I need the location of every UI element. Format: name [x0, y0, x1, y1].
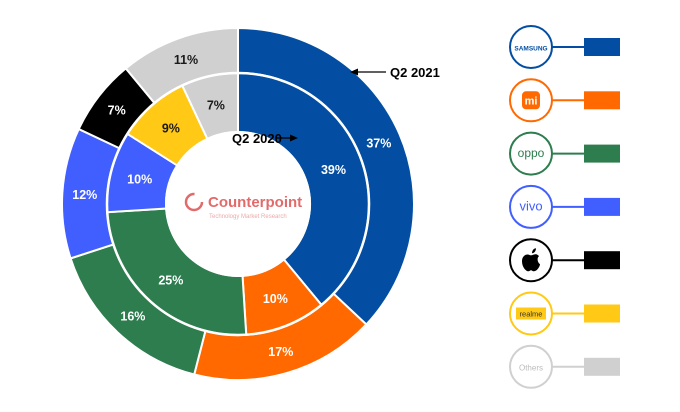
- realme-logo-icon: [516, 307, 546, 320]
- legend-logo-circle: [509, 344, 553, 389]
- outer-ring-q2-2021: [61, 26, 415, 381]
- legend-swatch-apple: [584, 251, 620, 270]
- legend-logo-circle: [509, 184, 553, 229]
- legend-swatch-others: [584, 357, 620, 376]
- callout-arrowhead-q2-2021: [350, 68, 358, 76]
- apple-leaf-icon: [532, 248, 536, 254]
- outer-label-others: 11%: [174, 53, 198, 67]
- inner-label-others: 7%: [207, 98, 225, 112]
- legend-swatch-xiaomi: [584, 91, 620, 110]
- watermark-name: Counterpoint: [208, 194, 302, 211]
- inner-label-oppo: 25%: [158, 274, 183, 288]
- legend-logo-text: realme: [520, 310, 543, 319]
- callout-arrowhead-q2-2020: [290, 134, 298, 142]
- ring-label-q2-2021: Q2 2021: [390, 65, 440, 80]
- outer-label-apple: 7%: [108, 103, 126, 117]
- inner-label-xiaomi: 10%: [263, 292, 288, 306]
- legend-logo-circle: [509, 131, 553, 176]
- ring-callout-q2-2020: Q2 2020: [232, 131, 298, 146]
- outer-label-samsung: 37%: [366, 137, 391, 151]
- xiaomi-logo-icon: [522, 91, 540, 110]
- ring-separator: [105, 71, 371, 337]
- apple-logo-icon: [522, 254, 540, 272]
- legend-swatch-realme: [584, 304, 620, 323]
- legend: SAMSUNG mi oppo vivo realme Others: [509, 25, 620, 389]
- ring-callout-q2-2021: Q2 2021: [350, 65, 440, 80]
- legend-logo-text: Others: [519, 363, 543, 372]
- legend-swatch-oppo: [584, 144, 620, 163]
- legend-swatch-vivo: [584, 197, 620, 216]
- outer-label-vivo: 12%: [72, 188, 97, 202]
- outer-label-xiaomi: 17%: [268, 345, 293, 359]
- watermark-tagline: Technology Market Research: [209, 214, 287, 220]
- ring-separator: [165, 131, 311, 277]
- legend-item-samsung: SAMSUNG: [509, 25, 620, 69]
- legend-item-oppo: oppo: [509, 131, 620, 176]
- slice-labels: 37% 17% 16% 12% 7% 11% 39% 10% 25% 10% 9% 7%: [72, 53, 391, 359]
- counterpoint-watermark: Counterpoint Technology Market Research: [184, 192, 302, 220]
- legend-logo-text: SAMSUNG: [514, 46, 547, 53]
- legend-item-xiaomi: mi: [509, 78, 620, 123]
- legend-item-realme: realme: [509, 291, 620, 336]
- inner-label-realme: 9%: [162, 121, 180, 135]
- legend-item-others: Others: [509, 344, 620, 389]
- ring-label-q2-2020: Q2 2020: [232, 131, 282, 146]
- legend-logo-text: mi: [525, 95, 538, 107]
- inner-label-vivo: 10%: [127, 172, 152, 186]
- legend-item-apple: [509, 238, 620, 283]
- inner-label-samsung: 39%: [321, 163, 346, 177]
- legend-item-vivo: vivo: [509, 184, 620, 229]
- counterpoint-logo-icon: [184, 192, 204, 212]
- legend-logo-text: oppo: [518, 146, 545, 160]
- legend-logo-text: vivo: [519, 198, 542, 213]
- inner-ring-q2-2020: [105, 71, 371, 337]
- outer-label-oppo: 16%: [120, 309, 145, 323]
- legend-swatch-samsung: [584, 38, 620, 56]
- legend-logo-circle: [509, 25, 553, 69]
